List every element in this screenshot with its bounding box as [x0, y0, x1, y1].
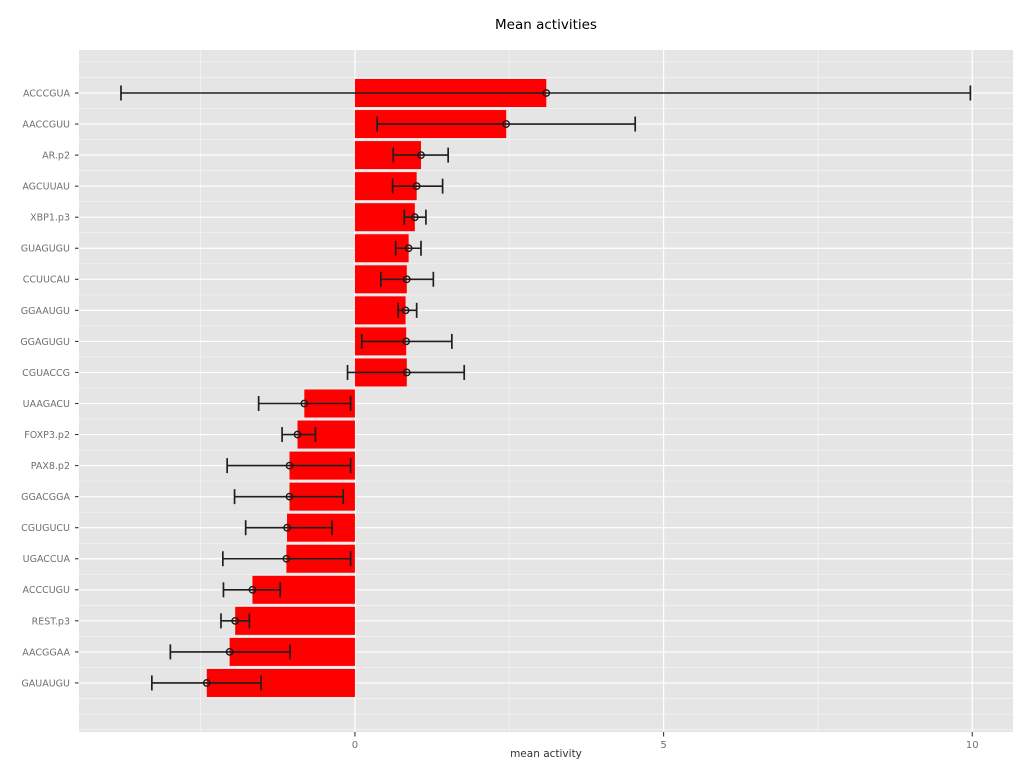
y-axis-label: AR.p2 [42, 151, 70, 162]
y-axis-label: GGAGUGU [20, 337, 70, 348]
point-marker [402, 337, 411, 346]
point-marker [401, 306, 410, 315]
y-axis-label: GGACGGA [21, 492, 70, 503]
point-marker [410, 213, 419, 222]
y-axis-label: AGCUUAU [22, 182, 70, 193]
point-marker [285, 492, 294, 501]
y-axis-label: AACCGUU [22, 119, 70, 130]
point-marker [417, 151, 425, 160]
y-axis-label: CGUGUCU [21, 523, 70, 534]
y-axis-label: CCUUCAU [23, 275, 70, 286]
y-axis-label: ACCCGUA [23, 88, 71, 99]
y-axis-label: REST.p3 [32, 616, 70, 627]
y-axis-label: CGUACCG [22, 368, 70, 379]
y-axis-label: GGAAUGU [21, 306, 70, 317]
y-axis-label: PAX8.p2 [31, 461, 70, 472]
y-axis-label: XBP1.p3 [30, 213, 70, 224]
bar [354, 296, 406, 325]
point-marker [202, 679, 211, 687]
point-marker [283, 523, 291, 532]
x-tick-label: 5 [660, 740, 666, 751]
y-axis-label: FOXP3.p2 [24, 430, 70, 441]
plot-area: ACCCGUA AACCGUU AR.p2 AGCUUAU XBP1.p3 GUAGUGU… [20, 50, 1013, 751]
y-axis-label: ACCCUGU [23, 585, 71, 596]
panel-background [79, 50, 1013, 732]
point-marker [225, 648, 234, 656]
point-marker [542, 89, 551, 97]
point-marker [300, 399, 309, 408]
x-axis-title: mean activity [510, 748, 582, 760]
point-marker [285, 461, 294, 470]
point-marker [502, 120, 511, 128]
bar [235, 606, 355, 635]
y-axis-label: GUAGUGU [21, 244, 70, 255]
chart-title: Mean activities [495, 17, 597, 33]
point-marker [231, 616, 240, 625]
point-marker [402, 275, 411, 284]
x-tick-label: 10 [966, 740, 979, 751]
y-axis-label: AACGGAA [22, 647, 70, 658]
x-tick-label: 0 [352, 740, 358, 751]
point-marker [402, 368, 411, 377]
point-marker [404, 244, 413, 253]
point-marker [248, 585, 257, 594]
y-axis-label: UAAGACU [23, 399, 70, 410]
point-marker [293, 430, 302, 439]
point-marker [282, 554, 291, 563]
y-axis-label: GAUAUGU [21, 678, 70, 689]
point-marker [412, 182, 421, 191]
y-axis-label: UGACCUA [23, 554, 71, 565]
